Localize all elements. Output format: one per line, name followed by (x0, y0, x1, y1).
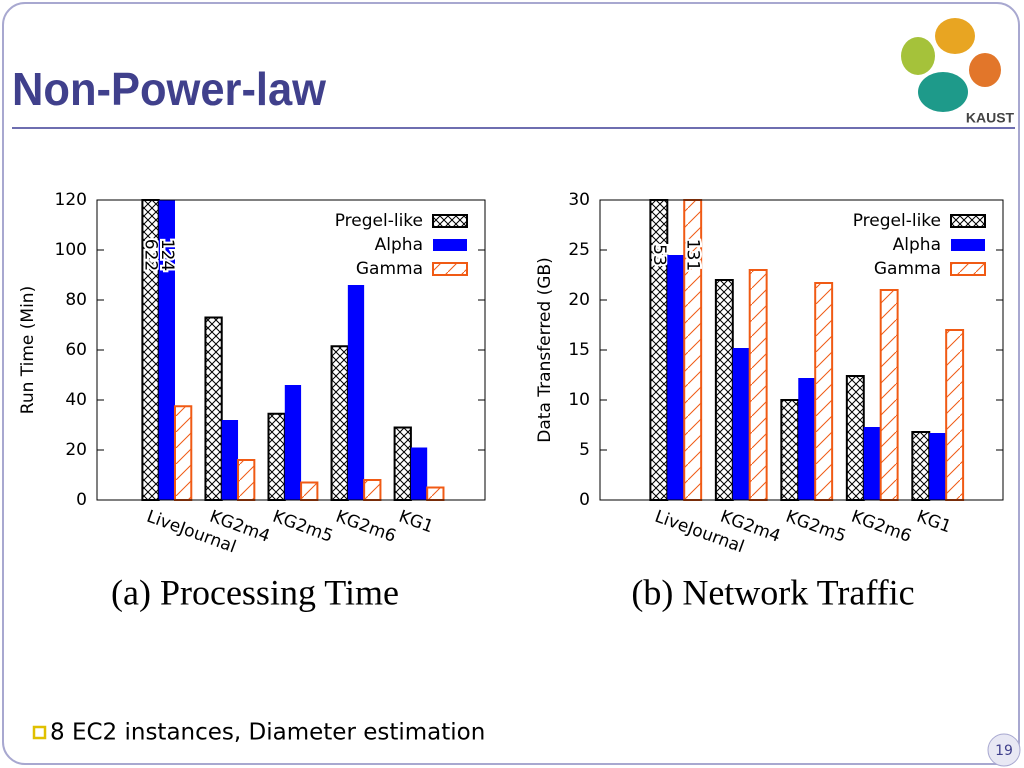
bar (798, 378, 816, 500)
bar (158, 200, 175, 500)
plot-frame (96, 199, 486, 501)
bar (410, 447, 428, 500)
bar (237, 459, 256, 501)
bar (300, 481, 319, 501)
legend-swatch (432, 214, 468, 228)
y-tick-label: 80 (65, 290, 87, 310)
y-axis-label: Data Transferred (GB) (535, 257, 555, 442)
bar (426, 486, 445, 501)
y-tick-label: 100 (55, 240, 87, 260)
slide-title: Non-Power-law (12, 63, 326, 115)
caption: (a) Processing Time (111, 572, 399, 612)
y-tick-label: 5 (579, 440, 590, 460)
bar (284, 385, 302, 500)
bar (204, 316, 223, 501)
bar (267, 412, 286, 501)
bar (929, 433, 947, 500)
y-tick-label: 60 (65, 340, 87, 360)
bullet-text: 8 EC2 instances, Diameter estimation (50, 720, 485, 746)
bar (667, 255, 685, 500)
bar (911, 431, 931, 501)
y-tick-label: 25 (568, 240, 590, 260)
y-tick-label: 0 (579, 490, 590, 510)
bar (173, 405, 193, 501)
legend-swatch (951, 239, 985, 251)
caption: (b) Network Traffic (631, 572, 914, 612)
y-tick-label: 20 (65, 440, 87, 460)
bullet-marker (32, 725, 47, 740)
legend-label: Gamma (874, 259, 941, 279)
page-badge (987, 733, 1021, 767)
bar (714, 279, 734, 501)
bar (879, 289, 899, 501)
legend-label: Gamma (356, 259, 423, 279)
legend-label: Alpha (375, 235, 423, 255)
y-tick-label: 0 (76, 490, 87, 510)
bar (347, 285, 365, 500)
legend-label: Pregel-like (335, 211, 423, 231)
bar (780, 399, 800, 501)
bar (221, 420, 239, 500)
value-label: 53 (649, 244, 669, 266)
y-tick-label: 20 (568, 290, 590, 310)
bar (363, 479, 382, 501)
bar (748, 269, 768, 501)
bar (845, 375, 865, 501)
bar (732, 348, 750, 500)
logo: KAUST (901, 18, 1015, 126)
bar (863, 427, 881, 500)
legend-swatch (432, 262, 468, 276)
value-label: 124 (157, 239, 177, 271)
legend-swatch (950, 262, 986, 276)
page-number: 19 (995, 743, 1013, 759)
bar (393, 426, 412, 501)
y-tick-label: 15 (568, 340, 590, 360)
bar (330, 345, 349, 501)
bar (945, 329, 965, 501)
y-tick-label: 30 (568, 190, 590, 210)
plot-frame (599, 199, 1004, 501)
legend-swatch (433, 239, 467, 251)
y-tick-label: 120 (55, 190, 87, 210)
value-label: 131 (683, 239, 703, 271)
legend-label: Pregel-like (853, 211, 941, 231)
y-tick-label: 40 (65, 390, 87, 410)
legend-label: Alpha (893, 235, 941, 255)
legend-swatch (950, 214, 986, 228)
bar (814, 282, 834, 501)
y-tick-label: 10 (568, 390, 590, 410)
value-label: 622 (141, 239, 161, 271)
logo-text: KAUST (966, 110, 1015, 126)
y-axis-label: Run Time (Min) (18, 286, 38, 414)
